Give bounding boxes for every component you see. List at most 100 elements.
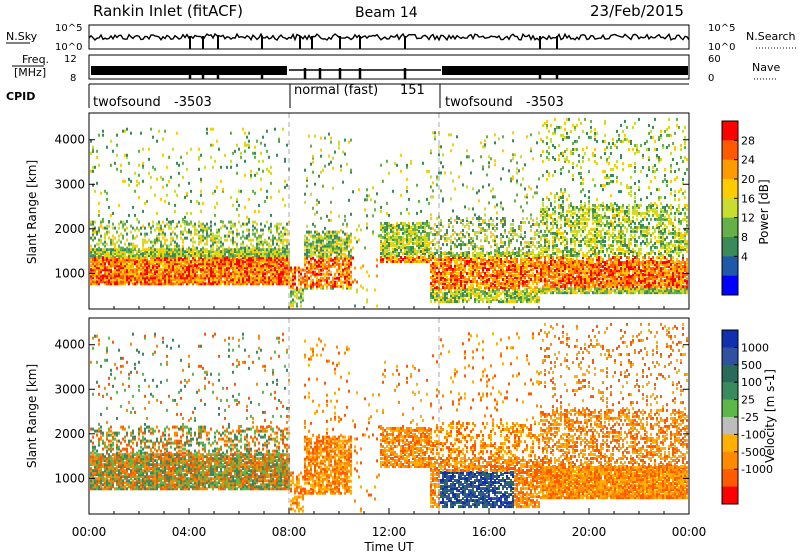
heatmap-cell <box>468 239 470 243</box>
heatmap-cell <box>182 232 184 236</box>
heatmap-cell <box>280 272 282 276</box>
heatmap-cell <box>146 256 148 260</box>
heatmap-cell <box>326 272 328 276</box>
heatmap-cell <box>218 234 220 238</box>
heatmap-cell <box>312 156 314 160</box>
heatmap-cell <box>234 248 236 252</box>
heatmap-cell <box>440 262 442 265</box>
heatmap-cell <box>162 252 164 256</box>
heatmap-cell <box>396 237 398 241</box>
heatmap-cell <box>246 266 248 270</box>
heatmap-cell <box>128 264 130 268</box>
heatmap-cell <box>116 167 118 171</box>
heatmap-cell <box>168 254 170 258</box>
heatmap-cell <box>260 260 262 264</box>
heatmap-cell <box>348 274 350 278</box>
heatmap-cell <box>454 290 456 294</box>
heatmap-cell <box>342 230 344 234</box>
heatmap-cell <box>178 280 180 284</box>
heatmap-cell <box>256 228 258 232</box>
heatmap-cell <box>232 262 234 266</box>
heatmap-cell <box>510 223 512 226</box>
heatmap-cell <box>284 228 286 232</box>
heatmap-cell <box>482 258 484 261</box>
heatmap-cell <box>282 240 284 244</box>
heatmap-cell <box>92 250 94 254</box>
heatmap-cell <box>284 252 286 256</box>
heatmap-cell <box>448 258 450 261</box>
heatmap-cell <box>492 278 494 281</box>
heatmap-cell <box>176 250 178 254</box>
heatmap-cell <box>508 278 510 281</box>
heatmap-cell <box>464 235 466 239</box>
heatmap-cell <box>328 264 330 268</box>
heatmap-cell <box>188 270 190 274</box>
heatmap-cell <box>496 258 498 261</box>
heatmap-cell <box>142 248 144 252</box>
heatmap-cell <box>440 272 442 275</box>
heatmap-cell <box>382 258 384 261</box>
heatmap-cell <box>188 260 190 264</box>
heatmap-cell <box>94 226 96 230</box>
heatmap-cell <box>156 236 158 240</box>
heatmap-cell <box>450 217 452 220</box>
heatmap-cell <box>112 282 114 286</box>
heatmap-cell <box>520 270 522 273</box>
heatmap-cell <box>472 264 474 267</box>
heatmap-cell <box>152 135 154 139</box>
heatmap-cell <box>158 228 160 232</box>
heatmap-cell <box>462 280 464 283</box>
heatmap-cell <box>488 272 490 275</box>
heatmap-cell <box>516 161 518 165</box>
heatmap-cell <box>152 252 154 256</box>
heatmap-cell <box>150 254 152 258</box>
heatmap-cell <box>126 276 128 280</box>
heatmap-cell <box>236 260 238 264</box>
heatmap-cell <box>254 252 256 256</box>
heatmap-cell <box>94 266 96 270</box>
heatmap-cell <box>486 135 488 139</box>
heatmap-cell <box>336 234 338 238</box>
heatmap-cell <box>520 278 522 281</box>
heatmap-cell <box>126 219 128 223</box>
heatmap-cell <box>124 254 126 258</box>
heatmap-cell <box>166 165 168 169</box>
heatmap-cell <box>130 274 132 278</box>
heatmap-cell <box>432 274 434 277</box>
heatmap-cell <box>210 127 212 131</box>
heatmap-cell <box>272 254 274 258</box>
heatmap-cell <box>164 240 166 244</box>
heatmap-cell <box>116 272 118 276</box>
heatmap-cell <box>318 236 320 240</box>
heatmap-cell <box>390 258 392 261</box>
heatmap-cell <box>100 272 102 276</box>
heatmap-cell <box>222 254 224 258</box>
heatmap-cell <box>470 280 472 283</box>
heatmap-cell <box>276 258 278 262</box>
heatmap-cell <box>496 247 498 251</box>
heatmap-cell <box>210 268 212 272</box>
heatmap-cell <box>190 264 192 268</box>
heatmap-cell <box>504 229 506 232</box>
heatmap-cell <box>234 278 236 282</box>
heatmap-cell <box>510 258 512 261</box>
heatmap-cell <box>430 241 432 245</box>
heatmap-cell <box>488 300 490 304</box>
heatmap-cell <box>466 254 468 257</box>
heatmap-cell <box>272 258 274 262</box>
heatmap-cell <box>96 280 98 284</box>
heatmap-cell <box>266 260 268 264</box>
heatmap-cell <box>460 272 462 275</box>
heatmap-cell <box>356 290 358 294</box>
heatmap-cell <box>440 237 442 241</box>
heatmap-cell <box>432 131 434 135</box>
heatmap-cell <box>396 244 398 247</box>
heatmap-cell <box>178 250 180 254</box>
heatmap-cell <box>476 288 478 292</box>
heatmap-cell <box>396 240 398 243</box>
heatmap-cell <box>428 248 430 251</box>
heatmap-cell <box>156 238 158 242</box>
heatmap-cell <box>498 280 500 283</box>
heatmap-cell <box>196 266 198 270</box>
heatmap-cell <box>360 228 362 232</box>
